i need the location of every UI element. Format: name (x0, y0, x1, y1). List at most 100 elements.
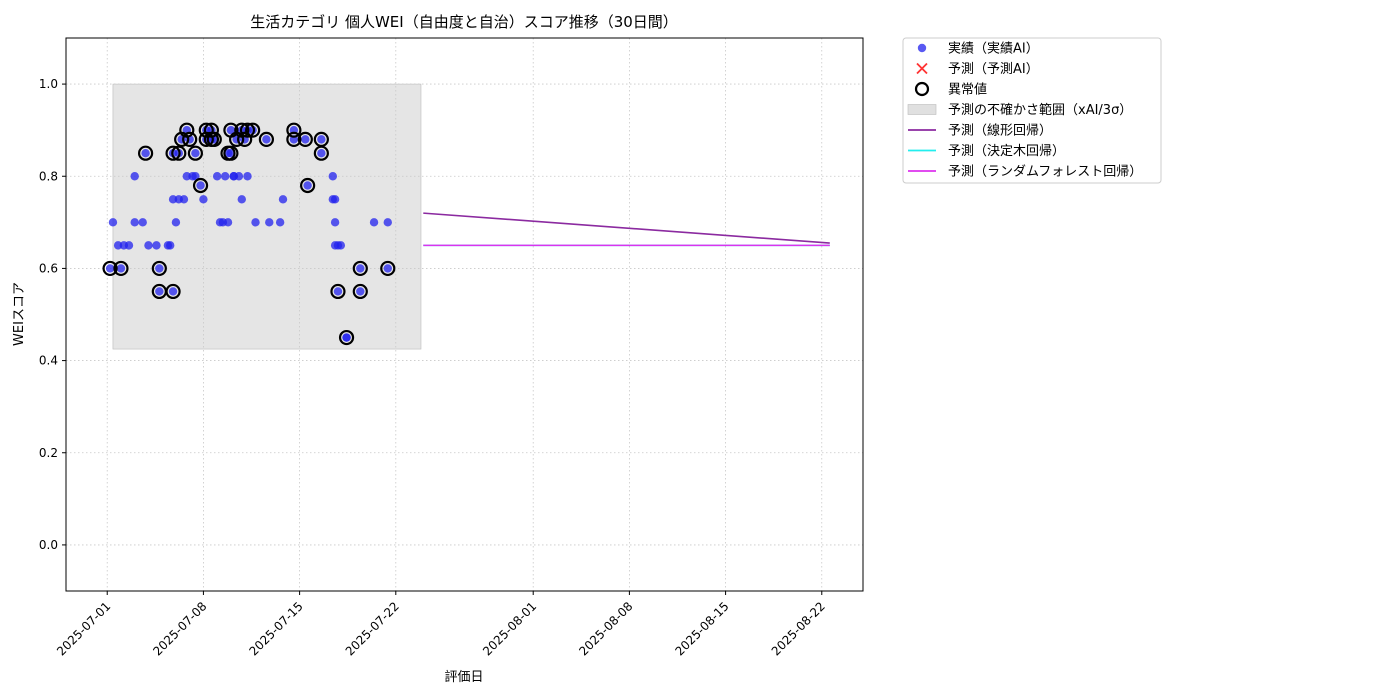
anomaly-point (113, 260, 129, 277)
actual-point (223, 218, 233, 227)
x-axis-label: 評価日 (444, 670, 483, 685)
anomaly-point (234, 122, 250, 138)
anomaly-point (258, 131, 274, 147)
legend-label: 異常値 (948, 82, 987, 98)
y-tick-label: 1.0 (39, 77, 58, 91)
anomaly-point (151, 260, 167, 277)
actual-point (383, 264, 392, 273)
actual-point (196, 181, 205, 190)
anomaly-point (380, 260, 396, 277)
x-tick-label: 2025-07-15 (247, 599, 306, 658)
actual-point (130, 172, 139, 181)
anomaly-point (245, 122, 261, 138)
actual-point (369, 218, 379, 227)
actual-point (138, 218, 147, 227)
legend-label: 予測（予測AI） (948, 62, 1039, 77)
actual-point (356, 264, 365, 273)
uncertainty-band-layer (112, 83, 422, 350)
anomaly-point (187, 145, 203, 161)
actual-point (191, 149, 200, 158)
legend-frame (902, 37, 1162, 184)
y-tick-label: 0.0 (39, 538, 58, 552)
anomaly-point (286, 122, 302, 138)
legend-dot-marker (917, 43, 927, 53)
actual-point (144, 241, 153, 250)
actual-point (275, 218, 285, 227)
y-axis-label: WEIスコア (12, 282, 27, 346)
actual-point (342, 333, 351, 342)
legend-item: 予測（予測AI） (916, 62, 1039, 77)
anomaly-point (352, 260, 368, 277)
anomaly-point (171, 145, 187, 161)
anomaly-point (223, 145, 239, 161)
actual-point (199, 195, 208, 204)
x-tick-label: 2025-07-01 (54, 599, 113, 658)
legend-label: 予測の不確かさ範囲（xAI/3σ） (948, 102, 1132, 118)
actual-point (116, 264, 126, 273)
anomaly-point (297, 131, 313, 147)
actual-point (141, 149, 150, 158)
anomaly-point (182, 131, 198, 147)
regression-lines (423, 212, 830, 247)
actual-point (330, 195, 340, 204)
anomaly-point (300, 177, 316, 194)
actual-point (168, 287, 178, 296)
anomaly-point (179, 122, 195, 138)
actual-point (166, 241, 175, 250)
anomaly-point (192, 177, 209, 194)
x-tick-label: 2025-07-08 (150, 599, 209, 658)
legend-label: 予測（決定木回帰） (948, 143, 1065, 159)
anomaly-point (102, 260, 118, 277)
anomaly-point (286, 131, 302, 147)
anomaly-point (165, 145, 181, 161)
x-tick-label: 2025-08-01 (480, 599, 539, 658)
legend-label: 予測（ランダムフォレスト回帰） (948, 164, 1142, 180)
actual-point (152, 241, 161, 250)
legend-label: 実績（実績AI） (948, 41, 1039, 57)
actual-point (171, 218, 181, 227)
actual-point (212, 172, 222, 181)
anomaly-point (239, 122, 256, 138)
actual-point (317, 149, 326, 158)
x-axis-ticks: 2025-07-01 2025-07-08 2025-07-15 2025-07-22… (54, 591, 828, 658)
actual-point (278, 195, 288, 204)
anomaly-points (102, 122, 396, 346)
anomaly-point (352, 283, 368, 300)
y-axis-ticks: 0.0 0.2 0.4 0.6 0.8 1.0 (39, 77, 66, 552)
y-tick-label: 0.2 (39, 446, 58, 460)
x-tick-label: 2025-07-22 (343, 599, 402, 658)
actual-point (226, 149, 236, 158)
actual-point (317, 135, 326, 144)
actual-point (243, 172, 252, 181)
actual-point (220, 172, 230, 181)
legend-item: 予測（決定木回帰） (908, 143, 1065, 159)
anomaly-point (206, 131, 222, 147)
legend-item: 異常値 (914, 82, 987, 98)
actual-point (155, 287, 164, 296)
actual-point (356, 287, 365, 296)
actual-point (124, 241, 134, 250)
actual-point (108, 218, 118, 227)
actual-point (226, 125, 236, 135)
actual-point (262, 135, 271, 144)
actual-point (265, 218, 274, 227)
x-tick-label: 2025-08-15 (672, 599, 731, 658)
y-tick-label: 0.6 (39, 261, 58, 275)
actual-point (336, 241, 346, 250)
actual-point (330, 218, 340, 227)
actual-point (155, 264, 164, 273)
legend-label: 予測（線形回帰） (948, 123, 1052, 139)
actual-point (251, 218, 260, 227)
legend-item: 予測（ランダムフォレスト回帰） (908, 164, 1142, 180)
anomaly-point (330, 283, 346, 300)
legend-item: 予測の不確かさ範囲（xAI/3σ） (907, 102, 1132, 118)
anomaly-point (313, 131, 329, 147)
actual-point (105, 264, 115, 273)
anomaly-point (165, 283, 181, 300)
chart-title: 生活カテゴリ 個人WEI（自由度と自治）スコア推移（30日間） (250, 13, 678, 31)
actual-point (303, 181, 312, 190)
actual-point (179, 195, 189, 204)
uncertainty-band (112, 83, 422, 350)
